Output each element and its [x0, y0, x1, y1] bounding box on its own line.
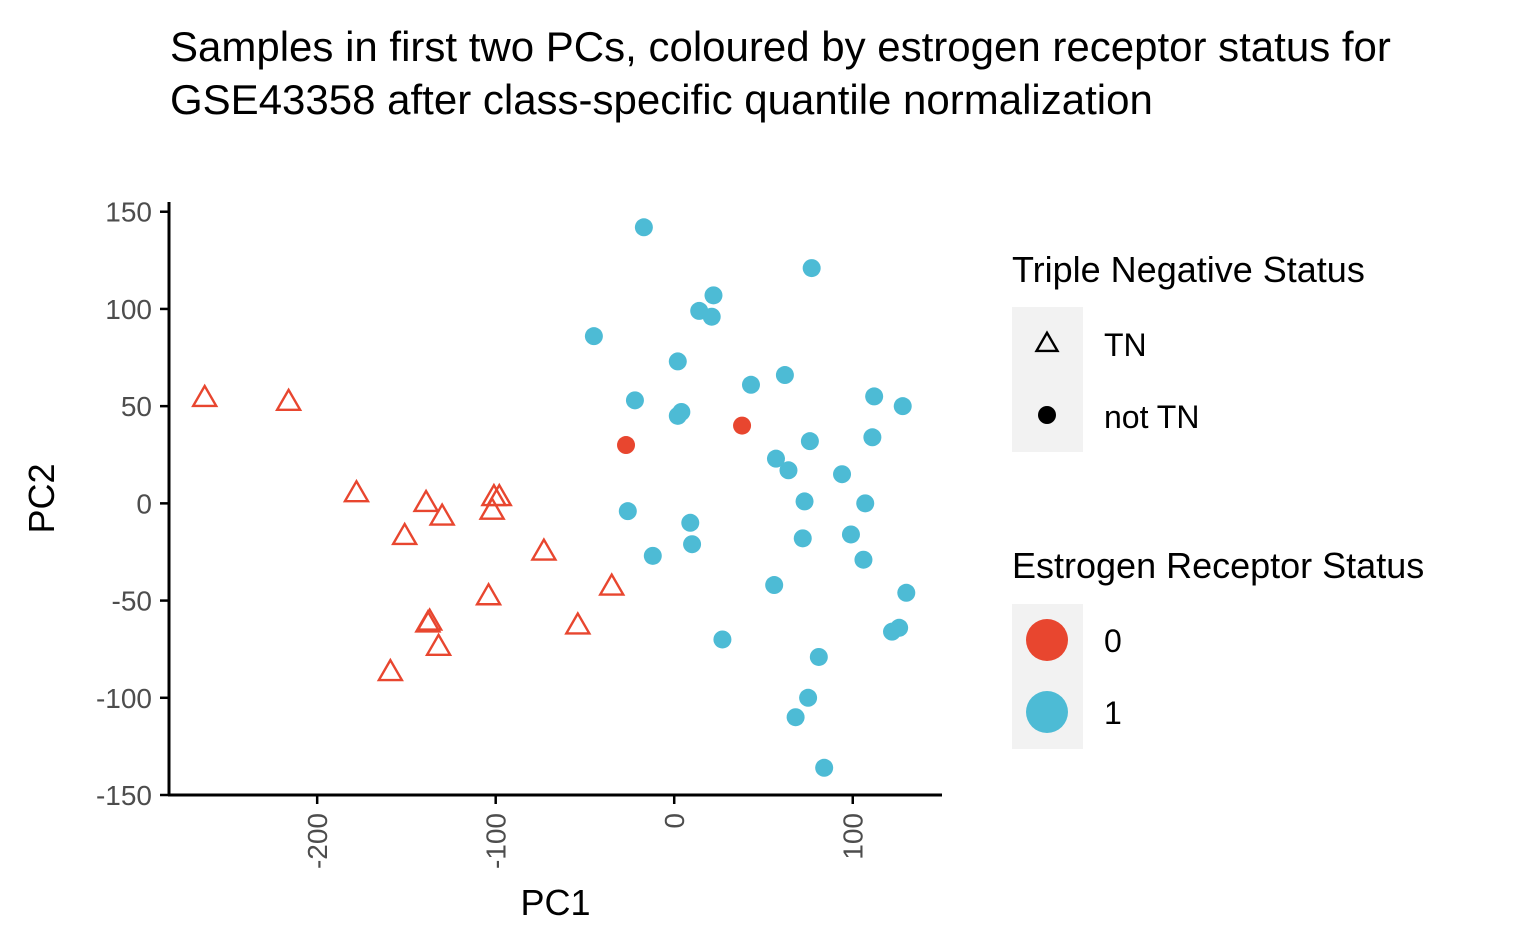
data-point-triangle — [478, 496, 506, 520]
x-tick-label: 100 — [838, 813, 869, 860]
data-point-circle — [802, 259, 821, 278]
data-point-triangle — [424, 632, 453, 657]
data-point-circle — [733, 416, 752, 435]
data-point-circle — [584, 327, 603, 346]
data-point-triangle — [598, 572, 626, 596]
data-point-triangle — [412, 488, 440, 513]
data-point-circle — [795, 492, 814, 511]
legend: Triple Negative Status TN not TN Estrogen R… — [1012, 249, 1424, 749]
legend-key-er0-icon — [1026, 619, 1068, 661]
data-point-triangle — [342, 478, 371, 503]
legend-title-estrogen-receptor: Estrogen Receptor Status — [1012, 545, 1424, 586]
legend-key-er1-icon — [1026, 691, 1068, 733]
x-axis-label: PC1 — [520, 882, 590, 923]
x-tick-label: -200 — [302, 813, 333, 869]
data-point-triangle — [428, 502, 456, 526]
data-point-circle — [786, 708, 805, 727]
data-point-circle — [618, 502, 637, 521]
data-point-circle — [815, 758, 834, 777]
chart-title: Samples in first two PCs, coloured by es… — [170, 23, 1391, 123]
data-point-circle — [779, 461, 798, 480]
legend-key-circle-icon — [1038, 406, 1056, 424]
data-point-circle — [865, 387, 884, 406]
data-point-circle — [741, 375, 760, 394]
data-point-triangle — [391, 521, 419, 546]
data-point-circle — [883, 622, 902, 641]
data-point-circle — [702, 307, 721, 326]
data-point-circle — [854, 550, 873, 569]
data-point-circle — [893, 397, 912, 416]
data-point-triangle — [376, 657, 404, 682]
legend-label-tn: TN — [1104, 327, 1147, 363]
data-point-circle — [683, 535, 702, 554]
x-tick-label: -100 — [481, 813, 512, 869]
legend-key-triangle-icon — [1034, 330, 1060, 353]
data-point-circle — [766, 449, 785, 468]
data-point-circle — [704, 286, 723, 305]
x-tick-label: 0 — [659, 813, 690, 829]
data-point-triangle — [275, 387, 303, 412]
data-point-circle — [625, 391, 644, 410]
data-point-triangle — [485, 482, 513, 507]
data-point-circle — [668, 352, 687, 371]
data-point-circle — [841, 525, 860, 544]
data-point-triangle — [191, 383, 219, 408]
y-tick-label: 0 — [136, 488, 152, 519]
y-tick-label: -150 — [96, 780, 152, 811]
data-point-triangle — [564, 611, 592, 635]
data-point-circle — [765, 576, 784, 595]
data-point-circle — [856, 494, 875, 513]
data-point-circle — [799, 688, 818, 707]
data-point-triangle — [474, 581, 503, 606]
data-point-circle — [643, 546, 662, 565]
y-tick-label: 50 — [121, 391, 152, 422]
legend-label-er0: 0 — [1104, 623, 1122, 659]
data-point-triangle — [530, 537, 558, 561]
data-point-circle — [863, 428, 882, 447]
data-point-circle — [617, 436, 636, 455]
data-point-circle — [793, 529, 812, 548]
y-tick-label: 100 — [105, 294, 152, 325]
y-axis-label: PC2 — [21, 463, 62, 533]
data-points — [191, 218, 916, 777]
data-point-circle — [681, 513, 700, 532]
legend-label-er1: 1 — [1104, 695, 1122, 731]
data-point-circle — [897, 583, 916, 602]
axes: 150 100 50 0 -50 -100 -150 -200 -100 0 100 PC1 PC2 — [21, 197, 942, 923]
y-tick-label: 150 — [105, 197, 152, 228]
data-point-circle — [833, 465, 852, 484]
data-point-circle — [775, 366, 794, 385]
legend-title-triple-negative: Triple Negative Status — [1012, 249, 1365, 290]
data-point-circle — [634, 218, 653, 237]
data-point-circle — [800, 432, 819, 451]
y-tick-label: -100 — [96, 683, 152, 714]
legend-key-background — [1012, 307, 1083, 452]
data-point-circle — [668, 406, 687, 425]
data-point-triangle — [414, 609, 442, 633]
data-point-circle — [713, 630, 732, 649]
legend-label-not-tn: not TN — [1104, 399, 1199, 435]
data-point-circle — [809, 647, 828, 666]
y-tick-label: -50 — [112, 586, 152, 617]
